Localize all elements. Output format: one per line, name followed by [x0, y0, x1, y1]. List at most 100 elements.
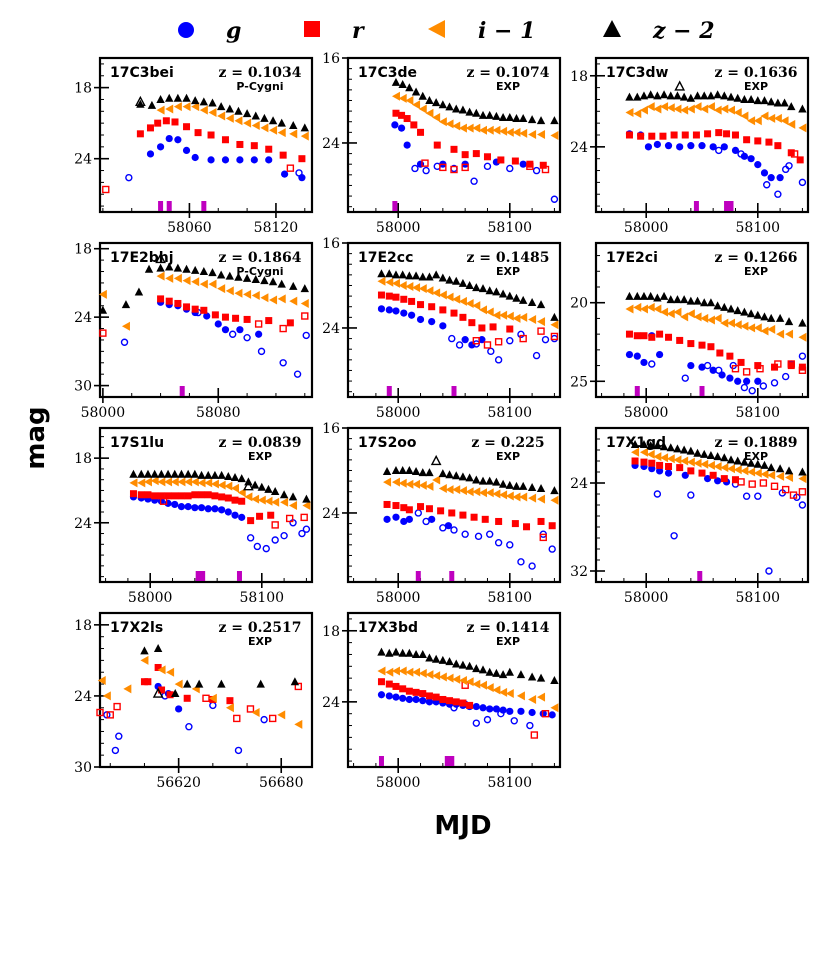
data-point-z	[659, 291, 669, 300]
data-point-r	[191, 491, 199, 499]
data-point-g	[698, 363, 706, 371]
data-point-z	[505, 480, 514, 489]
data-point-r-upper	[774, 360, 782, 368]
data-point-z-upper	[152, 687, 164, 698]
data-point-i	[686, 104, 695, 114]
data-point-z	[666, 443, 675, 452]
data-point-g	[479, 704, 487, 712]
data-point-g	[648, 465, 656, 473]
data-point-r-upper	[550, 332, 559, 341]
data-point-z	[536, 673, 546, 682]
data-point-z	[264, 484, 273, 493]
data-point-z	[452, 471, 461, 480]
data-point-i	[269, 125, 278, 135]
data-point-z	[653, 293, 662, 302]
data-point-i	[391, 91, 400, 101]
data-point-z	[156, 263, 165, 272]
data-point-r	[400, 295, 408, 303]
data-point-r-upper	[737, 478, 745, 486]
data-point-r-upper	[748, 480, 756, 488]
data-point-z-upper	[135, 95, 146, 107]
data-point-g	[740, 152, 749, 160]
data-point-r	[377, 291, 385, 299]
data-point-r-upper	[96, 708, 104, 717]
data-point-i	[251, 290, 260, 300]
data-point-z	[425, 95, 434, 104]
data-point-z	[182, 679, 192, 688]
data-point-i	[512, 313, 521, 323]
data-point-i	[537, 494, 546, 504]
data-point-r	[656, 330, 664, 338]
data-point-g-upper	[246, 534, 255, 542]
data-point-i	[225, 703, 234, 713]
data-point-g	[625, 350, 634, 359]
data-point-r	[398, 111, 406, 119]
panel-frame	[346, 611, 562, 769]
data-point-r-upper	[526, 162, 534, 171]
data-point-r	[481, 515, 489, 523]
data-point-g-upper	[506, 337, 514, 345]
data-point-z	[385, 269, 394, 278]
data-point-i	[519, 128, 528, 138]
y-tick-label: 20	[570, 296, 588, 312]
data-point-i	[251, 121, 260, 131]
data-point-r	[439, 306, 447, 314]
data-point-i	[251, 708, 260, 718]
data-point-r	[279, 151, 287, 159]
data-point-r	[704, 130, 712, 138]
data-point-i	[277, 294, 286, 304]
data-point-r	[191, 305, 199, 313]
data-point-r	[625, 131, 633, 139]
data-point-i	[733, 320, 742, 330]
data-point-z	[740, 94, 749, 103]
data-point-i	[528, 493, 537, 503]
data-point-z	[425, 272, 434, 281]
data-point-z	[385, 648, 394, 657]
data-point-r	[419, 690, 427, 698]
data-point-z	[550, 312, 559, 321]
data-point-i	[747, 467, 756, 477]
data-point-z	[679, 295, 689, 304]
data-point-i	[499, 126, 508, 136]
data-point-g	[391, 121, 399, 129]
data-point-i	[472, 487, 481, 497]
data-point-z	[225, 271, 234, 280]
data-point-i	[445, 673, 454, 683]
data-point-r	[659, 132, 667, 140]
data-point-z	[377, 647, 386, 656]
data-point-g	[397, 124, 406, 132]
data-point-z	[190, 96, 200, 105]
data-point-z	[798, 104, 807, 113]
y-tick-label: 30	[74, 379, 92, 395]
data-point-i	[479, 488, 488, 498]
data-point-r	[165, 297, 173, 305]
data-point-g-upper	[494, 539, 503, 547]
data-point-i	[646, 102, 655, 112]
data-point-i	[660, 102, 669, 112]
data-point-z	[753, 459, 762, 468]
data-point-z	[242, 273, 252, 282]
data-point-g-upper	[422, 166, 430, 175]
data-point-r	[459, 699, 467, 707]
legend-marker-r	[304, 21, 320, 37]
data-point-g-upper	[715, 146, 723, 155]
data-point-r-upper	[268, 714, 277, 723]
y-tick-label: 18	[322, 624, 340, 640]
data-point-r	[204, 491, 212, 499]
panel-frame	[98, 426, 314, 584]
data-point-z	[630, 440, 640, 448]
data-point-r-upper	[519, 334, 527, 343]
data-point-i	[753, 116, 762, 126]
data-point-z	[458, 278, 468, 287]
spectrum-epoch-marker	[693, 201, 699, 211]
data-point-z	[465, 107, 474, 116]
data-point-i	[528, 314, 537, 324]
data-point-g	[664, 469, 673, 477]
data-point-i	[773, 113, 782, 123]
data-point-z	[512, 293, 521, 302]
data-point-r	[412, 688, 420, 696]
data-point-i	[257, 495, 266, 505]
data-point-g-upper	[781, 165, 790, 174]
data-point-r	[450, 309, 458, 317]
data-point-i	[666, 103, 675, 113]
